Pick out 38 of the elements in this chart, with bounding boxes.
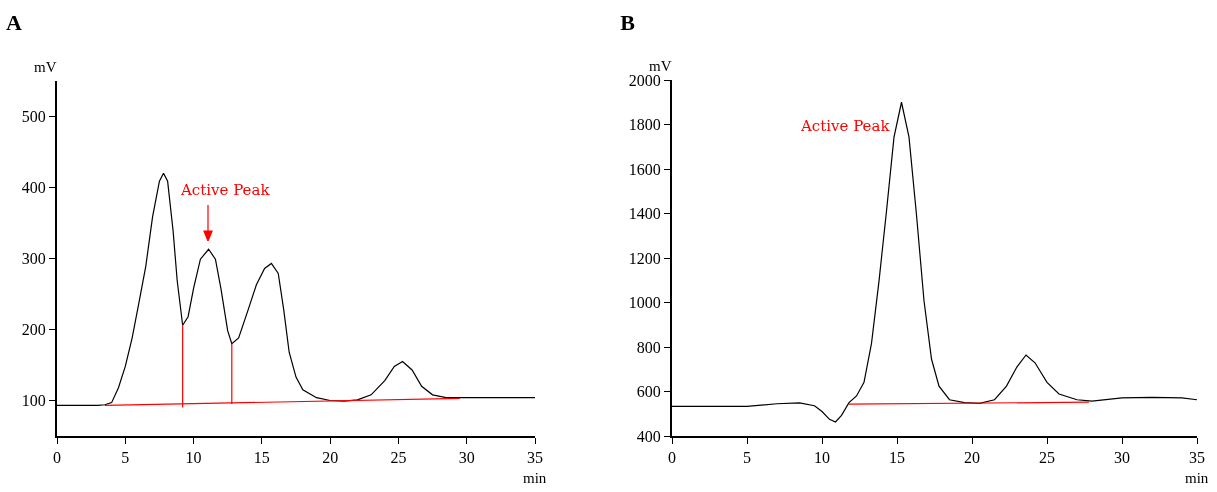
x-tick-label: 0 — [53, 449, 61, 467]
annotation: Active Peak — [800, 117, 891, 135]
y-tick-label: 100 — [21, 392, 46, 410]
y-tick-label: 400 — [636, 427, 661, 445]
x-tick-label: 10 — [185, 449, 202, 467]
x-tick-label: 25 — [390, 449, 407, 467]
y-tick-label: 500 — [21, 108, 46, 126]
x-tick-label: 15 — [889, 449, 905, 467]
y-tick-label: 1400 — [628, 205, 661, 223]
y-tick-label: 1800 — [628, 116, 661, 134]
y-axis-title: mV — [649, 58, 672, 74]
y-tick-label: 600 — [636, 383, 661, 401]
x-tick-label: 30 — [458, 449, 475, 467]
y-tick-label: 200 — [21, 321, 46, 339]
annotation: Active Peak — [180, 181, 271, 199]
x-axis-title: min — [523, 470, 547, 486]
x-tick-label: 0 — [668, 449, 676, 467]
y-tick-label: 1000 — [628, 294, 661, 312]
chart-title: B — [620, 9, 636, 35]
y-tick-label: 1600 — [628, 160, 661, 178]
x-tick-label: 35 — [1189, 449, 1205, 467]
x-tick-label: 10 — [814, 449, 830, 467]
x-tick-label: 25 — [1039, 449, 1055, 467]
x-tick-label: 20 — [322, 449, 339, 467]
x-tick-label: 35 — [527, 449, 543, 467]
x-tick-label: 15 — [253, 449, 270, 467]
y-tick-label: 800 — [636, 338, 661, 356]
x-tick-label: 30 — [1114, 449, 1130, 467]
y-tick-label: 2000 — [628, 71, 661, 89]
x-axis-title: min — [1185, 470, 1209, 486]
y-tick-label: 300 — [21, 250, 46, 268]
x-tick-label: 5 — [121, 449, 130, 467]
y-axis-title: mV — [34, 59, 57, 75]
y-tick-label: 1200 — [628, 249, 661, 267]
x-tick-label: 20 — [964, 449, 980, 467]
chart-title: A — [6, 9, 23, 35]
y-tick-label: 400 — [21, 179, 46, 197]
x-tick-label: 5 — [743, 449, 751, 467]
